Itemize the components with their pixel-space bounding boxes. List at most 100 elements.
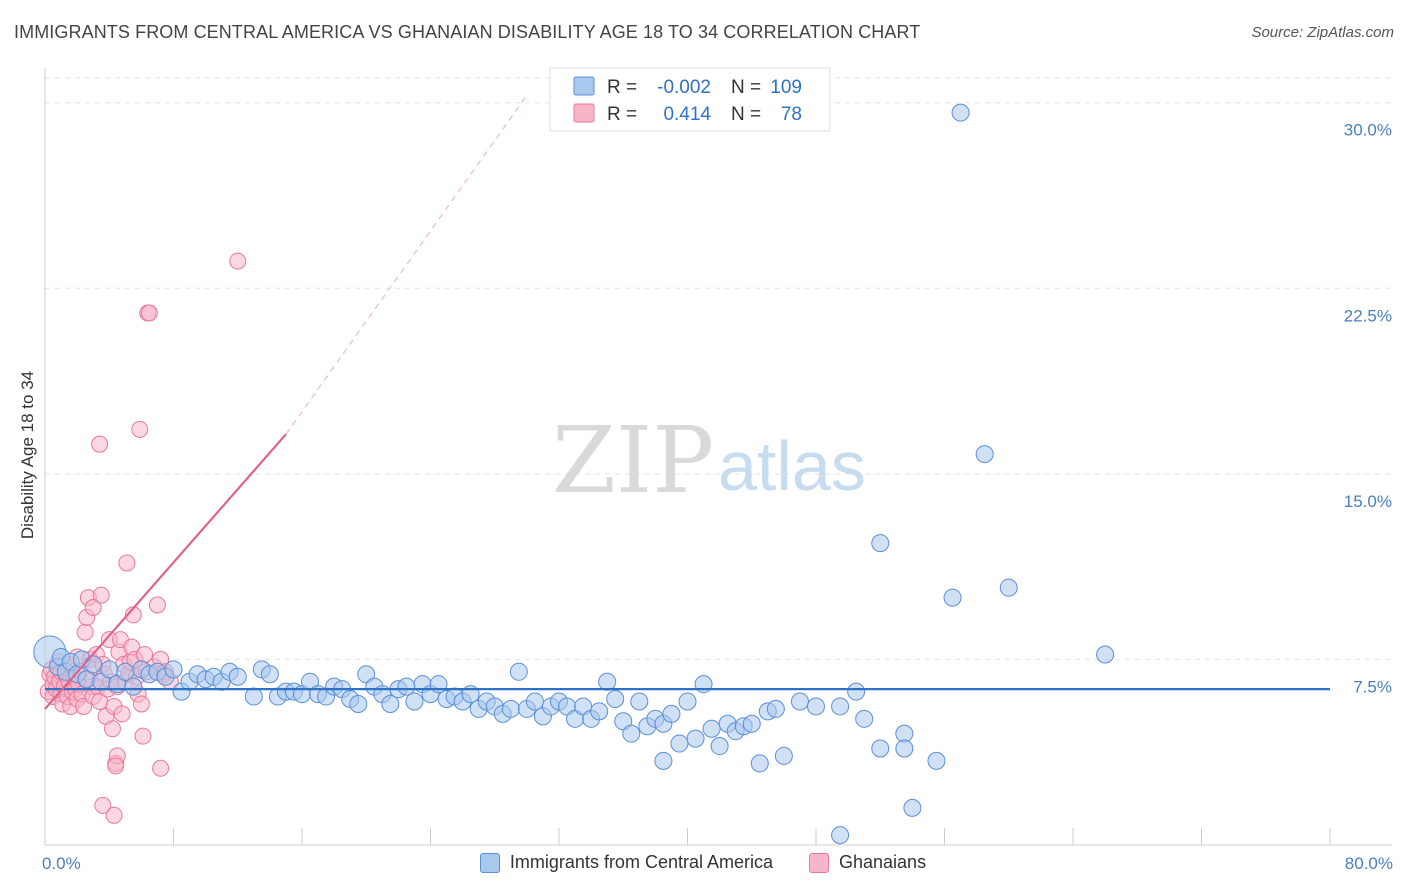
data-point (244, 687, 263, 706)
central-america-points (33, 103, 1115, 845)
legend-n-label-pink: N = (731, 104, 761, 125)
data-point (630, 692, 649, 711)
data-point (84, 655, 103, 674)
series-legend: Immigrants from Central America Ghanaian… (0, 852, 1406, 873)
data-point (509, 662, 528, 681)
data-point (76, 623, 94, 641)
chart-title: IMMIGRANTS FROM CENTRAL AMERICA VS GHANA… (14, 22, 921, 42)
data-point (871, 534, 890, 553)
data-point (107, 757, 125, 775)
data-point (116, 662, 135, 681)
x-tick-labels: 0.0% 80.0% (42, 854, 1393, 873)
data-point (501, 699, 520, 718)
data-point (381, 694, 400, 713)
data-point (260, 665, 279, 684)
legend-r-label-pink: R = (607, 104, 637, 125)
data-point (590, 702, 609, 721)
watermark: ZIP atlas (552, 407, 866, 514)
data-point (895, 739, 914, 758)
data-point (951, 103, 970, 122)
data-point (118, 554, 136, 572)
data-point (525, 692, 544, 711)
legend-label-central-america: Immigrants from Central America (509, 852, 773, 872)
data-point (140, 304, 158, 322)
y-tick-label: 15.0% (1344, 492, 1392, 511)
legend-r-label-blue: R = (607, 77, 637, 98)
data-point (91, 435, 109, 453)
data-point (397, 677, 416, 696)
data-point (105, 806, 123, 824)
data-point (750, 754, 769, 773)
data-point (790, 692, 809, 711)
watermark-atlas: atlas (718, 427, 866, 505)
ghanaians-points (39, 252, 247, 824)
data-point (405, 692, 424, 711)
x-tick-label: 0.0% (42, 854, 81, 873)
data-point (92, 586, 110, 604)
y-tick-labels: 7.5% 15.0% 22.5% 30.0% (1344, 121, 1392, 697)
data-point (742, 714, 761, 733)
data-point (598, 672, 617, 691)
data-point (228, 667, 247, 686)
data-point (124, 677, 143, 696)
legend-r-value-blue: -0.002 (657, 77, 711, 98)
trend-line-ghanaians-extension (285, 94, 528, 435)
grid (45, 77, 1392, 660)
legend-item-ghanaians[interactable]: Ghanaians (809, 852, 926, 873)
correlation-legend: R = -0.002 N = 109 R = 0.414 N = 78 (549, 67, 831, 132)
legend-swatch-ghanaians (809, 852, 829, 873)
trend-line-ghanaians (44, 433, 287, 710)
data-point (999, 578, 1018, 597)
legend-item-central-america[interactable]: Immigrants from Central America (479, 852, 773, 873)
axes (44, 68, 1392, 846)
data-point (606, 690, 625, 709)
data-point (702, 719, 721, 738)
data-point (94, 796, 112, 814)
data-point (710, 737, 729, 756)
y-tick-label: 22.5% (1344, 306, 1392, 325)
watermark-zip: ZIP (552, 407, 714, 514)
data-point (113, 705, 131, 723)
y-tick-label: 7.5% (1353, 677, 1392, 696)
data-point (622, 724, 641, 743)
data-point (164, 660, 183, 679)
data-point (831, 697, 850, 716)
data-point (847, 682, 866, 701)
data-point (662, 704, 681, 723)
data-point (103, 720, 121, 738)
y-axis-label: Disability Age 18 to 34 (18, 371, 37, 539)
data-point (927, 751, 946, 770)
data-point (975, 445, 994, 464)
data-point (831, 826, 850, 845)
data-point (229, 252, 247, 270)
legend-blue-swatch (573, 76, 595, 96)
data-point (871, 739, 890, 758)
legend-swatch-central-america (479, 852, 500, 873)
data-point (148, 596, 166, 614)
data-point (1096, 645, 1115, 664)
source-label: Source: ZipAtlas.com (1251, 24, 1394, 41)
data-point (774, 746, 793, 765)
data-point (766, 699, 785, 718)
legend-r-value-pink: 0.414 (663, 104, 711, 125)
data-point (670, 734, 689, 753)
data-point (855, 709, 874, 728)
legend-n-value-blue: 109 (770, 77, 802, 98)
data-point (131, 420, 149, 438)
trend-lines (44, 94, 1330, 710)
data-point (100, 660, 119, 679)
data-point (134, 727, 152, 745)
legend-frame (549, 67, 831, 132)
data-point (807, 697, 825, 716)
data-point (678, 692, 697, 711)
x-tick-label: 80.0% (1345, 854, 1393, 873)
data-point (84, 598, 102, 616)
y-tick-label: 30.0% (1344, 121, 1392, 140)
data-point (943, 588, 962, 607)
legend-pink-swatch (573, 103, 595, 123)
data-point (654, 751, 673, 770)
legend-n-value-pink: 78 (781, 104, 802, 125)
data-point (349, 694, 368, 713)
data-point (686, 729, 705, 748)
